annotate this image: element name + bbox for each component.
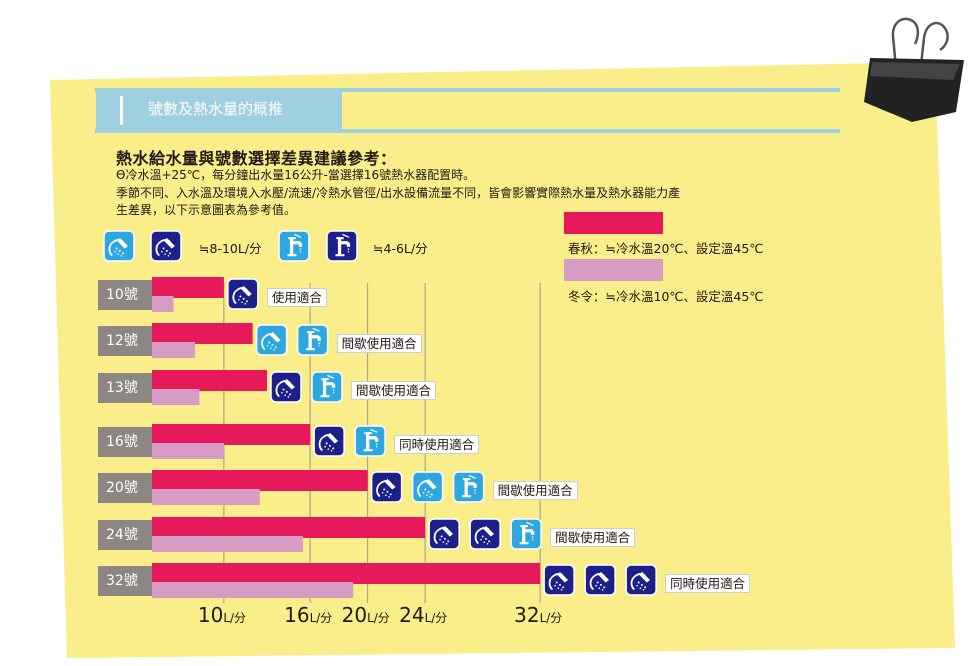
header-shower-icon-light <box>103 230 135 262</box>
category-label: 32號 <box>98 566 152 596</box>
category-label: 24號 <box>98 520 152 550</box>
shower-icon <box>370 471 403 503</box>
header-faucet-icon-dark <box>326 230 358 262</box>
chart-plot <box>103 212 663 603</box>
x-tick-value: 32 <box>514 603 540 627</box>
x-tick-value: 10 <box>197 603 224 627</box>
shower-icon <box>625 564 657 596</box>
bar-spring-autumn <box>152 370 267 391</box>
x-tick-unit: L/分 <box>223 611 247 625</box>
bar-winter <box>152 536 303 552</box>
x-tick-label: 16L/分 <box>284 603 332 627</box>
shower-icon <box>255 324 288 356</box>
category-label: 13號 <box>98 373 152 403</box>
suitability-tag: 間歇使用適合 <box>336 334 422 353</box>
shower-icon <box>411 471 444 503</box>
category-label: 20號 <box>98 473 152 503</box>
section-title: 號數及熱水量的概推 <box>148 100 284 118</box>
chart-heading: 熱水給水量與號數選擇差異建議參考： <box>116 149 397 168</box>
shower-icon <box>313 425 345 457</box>
x-tick-unit: L/分 <box>539 611 563 625</box>
binder-clip-icon <box>864 17 964 122</box>
suitability-tag: 使用適合 <box>266 288 327 307</box>
faucet-icon <box>452 471 485 503</box>
section-title-band <box>95 88 840 133</box>
shower-rate-label: ≒8-10L/分 <box>199 241 262 256</box>
legend-label-spring-autumn: 春秋：≒冷水溫20℃、設定溫45℃ <box>568 241 764 256</box>
x-tick-value: 24 <box>399 603 425 627</box>
category-label: 16號 <box>98 427 152 457</box>
legend-swatch-winter <box>564 259 663 281</box>
x-tick-label: 32L/分 <box>514 603 562 627</box>
bar-winter <box>152 489 260 505</box>
bar-spring-autumn <box>152 470 368 491</box>
shower-icon <box>543 564 575 596</box>
x-tick-value: 16 <box>284 603 310 627</box>
suitability-tag: 同時使用適合 <box>665 574 751 593</box>
suitability-tag: 間歇使用適合 <box>351 381 437 400</box>
x-tick-label: 10L/分 <box>198 603 246 627</box>
faucet-icon <box>510 518 542 550</box>
x-tick-unit: L/分 <box>424 611 448 625</box>
shower-icon <box>469 518 501 550</box>
x-tick-unit: L/分 <box>367 611 390 625</box>
bar-spring-autumn <box>152 517 426 538</box>
note-line-3: 生差異，以下示意圖表為參考值。 <box>116 203 297 217</box>
shower-icon <box>584 564 616 596</box>
note-line-1: Ɵ冷水溫+25℃，每分鐘出水量16公升-當選擇16號熱水器配置時。 <box>116 168 476 182</box>
header-shower-icon-dark <box>150 230 182 262</box>
shower-icon <box>270 371 302 403</box>
suitability-tag: 間歇使用適合 <box>492 481 578 500</box>
note-line-2: 季節不同、入水溫及環境入水壓/流速/冷熱水管徑/出水設備流量不同，皆會影響實際熱… <box>116 186 681 200</box>
suitability-tag: 同時使用適合 <box>394 435 480 454</box>
legend-label-winter: 冬令：≒冷水溫10℃、設定溫45℃ <box>568 289 764 304</box>
faucet-rate-label: ≒4-6L/分 <box>373 241 428 256</box>
x-tick-unit: L/分 <box>309 611 333 625</box>
faucet-icon <box>296 324 329 356</box>
suitability-tag: 間歇使用適合 <box>550 528 636 547</box>
bar-spring-autumn <box>152 323 253 344</box>
header-faucet-icon-light <box>278 230 310 262</box>
faucet-icon <box>311 371 343 403</box>
legend-swatch-spring-autumn <box>564 212 663 234</box>
bar-spring-autumn <box>152 277 224 298</box>
shower-icon <box>227 278 259 310</box>
bar-winter <box>152 342 196 358</box>
category-label: 12號 <box>98 326 152 356</box>
x-tick-label: 20L/分 <box>342 603 390 627</box>
bar-spring-autumn <box>152 563 541 584</box>
bar-winter <box>152 443 224 459</box>
bar-winter <box>152 296 174 312</box>
bar-spring-autumn <box>152 424 311 445</box>
x-tick-label: 24L/分 <box>399 603 447 627</box>
shower-icon <box>428 518 460 550</box>
bar-winter <box>152 389 200 405</box>
faucet-icon <box>354 425 386 457</box>
x-tick-value: 20 <box>341 603 368 627</box>
category-label: 10號 <box>98 280 152 310</box>
bar-winter <box>152 582 354 598</box>
